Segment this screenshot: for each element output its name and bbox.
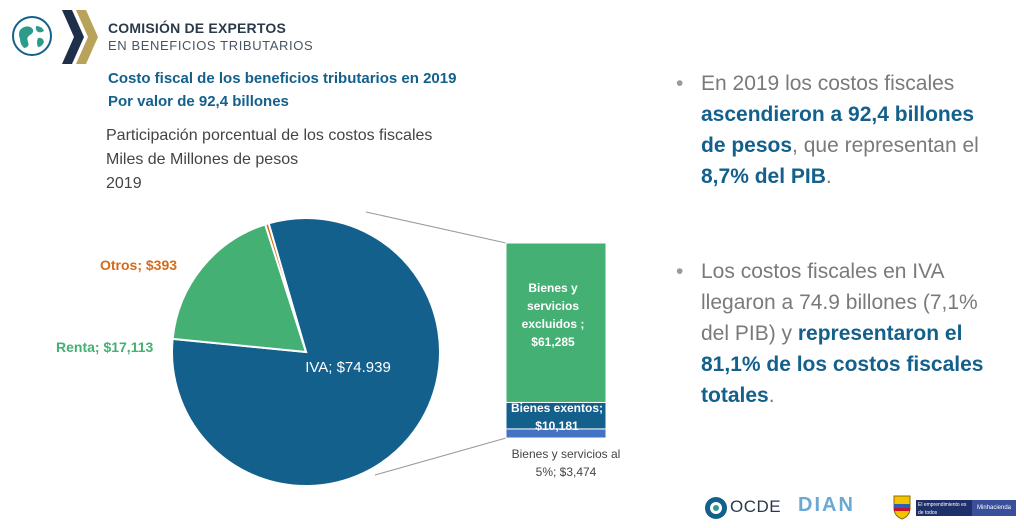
bullet-dot: • xyxy=(676,72,684,95)
bullet-2: • Los costos fiscales en IVA llegaron a … xyxy=(676,256,986,411)
dian-logo-text: DIAN xyxy=(798,494,855,516)
label-excluidos-1: Bienes y xyxy=(528,281,578,295)
pie-of-bar-chart: IVA; $74.939 Renta; $17,113 Otros; $393 … xyxy=(56,211,621,487)
label-iva: IVA; $74.939 xyxy=(305,359,391,376)
bullet2-bold-share: representaron el 81,1% de los costos fis… xyxy=(701,322,984,407)
gov-slogan-badge: El emprendimiento es de todos xyxy=(916,500,972,516)
org-name-line2: EN BENEFICIOS TRIBUTARIOS xyxy=(108,38,314,53)
bullet1-text: En 2019 los costos fiscales xyxy=(701,72,955,95)
bar-segment-2 xyxy=(505,428,607,439)
bullet1-bold-amount: ascendieron a 92,4 billones de pesos xyxy=(701,103,975,157)
bullet-1: • En 2019 los costos fiscales ascendiero… xyxy=(676,68,986,192)
colombia-shield-icon xyxy=(893,495,911,520)
bullet1-bold-pib: 8,7% del PIB xyxy=(701,165,826,188)
label-cinco-1: Bienes y servicios al xyxy=(512,447,621,461)
globe-logo-icon xyxy=(12,16,52,56)
pie-slice-2 xyxy=(263,222,307,353)
label-otros: Otros; $393 xyxy=(100,257,177,273)
chart-subtitle-line2: Miles de Millones de pesos xyxy=(106,151,299,168)
chart-subtitle-line1: Participación porcentual de los costos f… xyxy=(106,127,433,144)
bullet1-period: . xyxy=(825,165,832,188)
connector-line-top xyxy=(365,211,507,244)
ocde-globe-icon xyxy=(705,497,727,519)
minhacienda-badge: Minhacienda xyxy=(972,500,1016,516)
stacked-bar xyxy=(505,242,607,439)
chevrons-logo-icon xyxy=(62,10,98,64)
ocde-logo-text: OCDE xyxy=(730,497,782,516)
bullet-dot: • xyxy=(676,260,684,283)
bullet2-text: Los costos fiscales en IVA llegaron a 74… xyxy=(701,260,978,345)
label-cinco-2: 5%; $3,474 xyxy=(536,465,597,479)
pie-slice-1 xyxy=(171,223,308,354)
label-exentos-2: $10,181 xyxy=(535,419,579,433)
org-name-line1: COMISIÓN DE EXPERTOS xyxy=(108,20,286,36)
slide-subtitle: Por valor de 92,4 billones xyxy=(108,93,289,110)
pie xyxy=(171,217,441,487)
label-excluidos-4: $61,285 xyxy=(531,335,575,349)
label-exentos-1: Bienes exentos; xyxy=(511,401,603,415)
slide-title: Costo fiscal de los beneficios tributari… xyxy=(108,70,457,87)
label-renta: Renta; $17,113 xyxy=(56,339,153,355)
bullet1-text-2: , que representan el xyxy=(792,134,979,157)
connector-line-bottom xyxy=(374,437,507,476)
label-excluidos-3: excluidos ; xyxy=(522,317,585,331)
bullet2-period: . xyxy=(768,384,775,407)
label-excluidos-2: servicios xyxy=(527,299,579,313)
chart-subtitle-line3: 2019 xyxy=(106,175,142,192)
